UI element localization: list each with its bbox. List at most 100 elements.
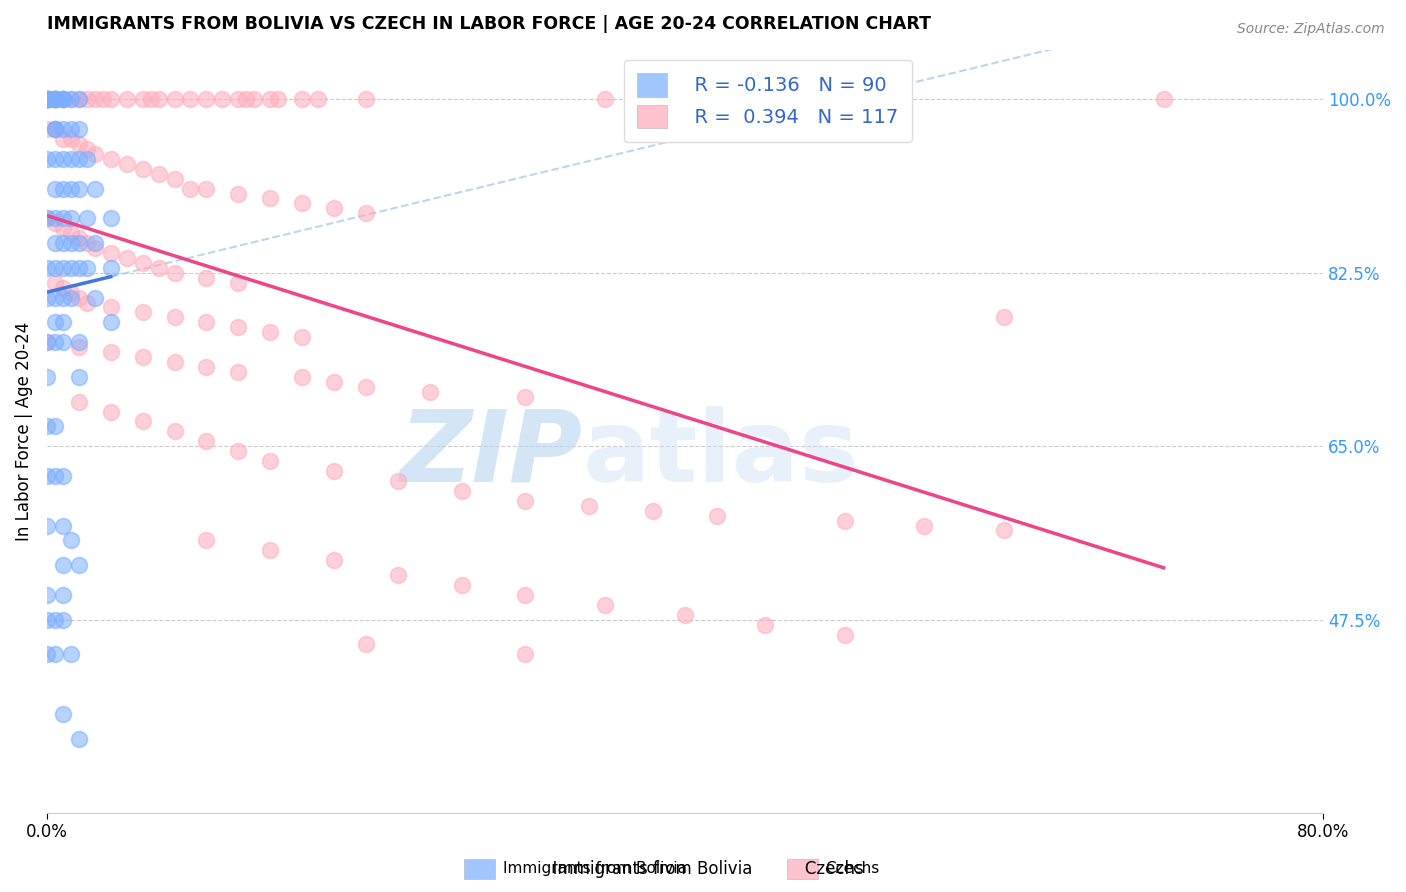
Point xyxy=(76,211,98,226)
Point xyxy=(139,92,162,106)
Point xyxy=(148,92,170,106)
Point xyxy=(419,384,441,399)
Point xyxy=(67,394,90,409)
Point xyxy=(67,340,90,354)
Point xyxy=(67,92,90,106)
Point xyxy=(52,706,75,721)
Point xyxy=(148,260,170,275)
Point xyxy=(163,355,186,369)
Point xyxy=(673,607,696,622)
Point xyxy=(35,92,58,106)
Point xyxy=(179,92,201,106)
Point xyxy=(76,295,98,310)
Point xyxy=(1153,92,1175,106)
Point xyxy=(83,147,105,161)
Point xyxy=(211,92,233,106)
Point xyxy=(52,335,75,350)
Point xyxy=(35,122,58,136)
Point xyxy=(515,390,537,404)
Point xyxy=(35,211,58,226)
Point xyxy=(578,499,600,513)
Point xyxy=(131,92,153,106)
Point xyxy=(387,474,409,488)
Point xyxy=(35,92,58,106)
Point xyxy=(131,161,153,176)
Point xyxy=(44,216,66,230)
Point xyxy=(52,221,75,235)
Point xyxy=(52,518,75,533)
Point xyxy=(195,270,218,285)
Text: IMMIGRANTS FROM BOLIVIA VS CZECH IN LABOR FORCE | AGE 20-24 CORRELATION CHART: IMMIGRANTS FROM BOLIVIA VS CZECH IN LABO… xyxy=(46,15,931,33)
Point xyxy=(44,92,66,106)
Point xyxy=(228,320,250,334)
Point xyxy=(131,350,153,364)
Point xyxy=(76,260,98,275)
Point xyxy=(195,315,218,329)
Point xyxy=(35,588,58,602)
Point xyxy=(59,92,82,106)
Point xyxy=(59,533,82,548)
Point xyxy=(83,92,105,106)
Point xyxy=(83,291,105,305)
Point xyxy=(35,613,58,627)
Point xyxy=(195,359,218,374)
Point xyxy=(291,369,314,384)
Point xyxy=(91,92,114,106)
Point xyxy=(35,469,58,483)
Point xyxy=(35,335,58,350)
Point xyxy=(35,419,58,434)
Point xyxy=(115,92,138,106)
Point xyxy=(163,171,186,186)
Point xyxy=(450,578,472,592)
Point xyxy=(643,503,665,517)
Text: Czechs: Czechs xyxy=(825,862,880,876)
Point xyxy=(100,345,122,359)
Point xyxy=(100,92,122,106)
Point xyxy=(387,568,409,582)
Point xyxy=(76,236,98,251)
Point xyxy=(228,92,250,106)
Point xyxy=(67,122,90,136)
Point xyxy=(44,92,66,106)
Point xyxy=(59,152,82,166)
Point xyxy=(323,464,346,478)
Point xyxy=(35,92,58,106)
Point xyxy=(291,196,314,211)
Point xyxy=(44,181,66,195)
Point xyxy=(59,92,82,106)
FancyBboxPatch shape xyxy=(464,859,495,879)
Point xyxy=(993,524,1015,538)
Point xyxy=(228,276,250,290)
Point xyxy=(259,543,281,558)
Point xyxy=(515,648,537,662)
Point xyxy=(44,315,66,329)
Point xyxy=(52,92,75,106)
Point xyxy=(354,637,377,651)
Point xyxy=(59,236,82,251)
Point xyxy=(35,92,58,106)
Point xyxy=(235,92,257,106)
Point xyxy=(131,414,153,428)
Point xyxy=(593,598,616,612)
Point xyxy=(44,152,66,166)
Point xyxy=(35,648,58,662)
Point xyxy=(131,256,153,270)
Point xyxy=(67,136,90,151)
Text: ZIP: ZIP xyxy=(399,406,583,503)
Point xyxy=(515,493,537,508)
Point xyxy=(163,310,186,325)
Point xyxy=(291,330,314,344)
Point xyxy=(754,617,776,632)
Point xyxy=(35,335,58,350)
Point xyxy=(44,92,66,106)
Point xyxy=(67,335,90,350)
Point xyxy=(354,380,377,394)
Point xyxy=(44,419,66,434)
Point xyxy=(195,92,218,106)
Point xyxy=(52,236,75,251)
Point xyxy=(52,281,75,295)
Point xyxy=(59,132,82,146)
Point xyxy=(35,92,58,106)
Point xyxy=(291,92,314,106)
Point xyxy=(44,122,66,136)
